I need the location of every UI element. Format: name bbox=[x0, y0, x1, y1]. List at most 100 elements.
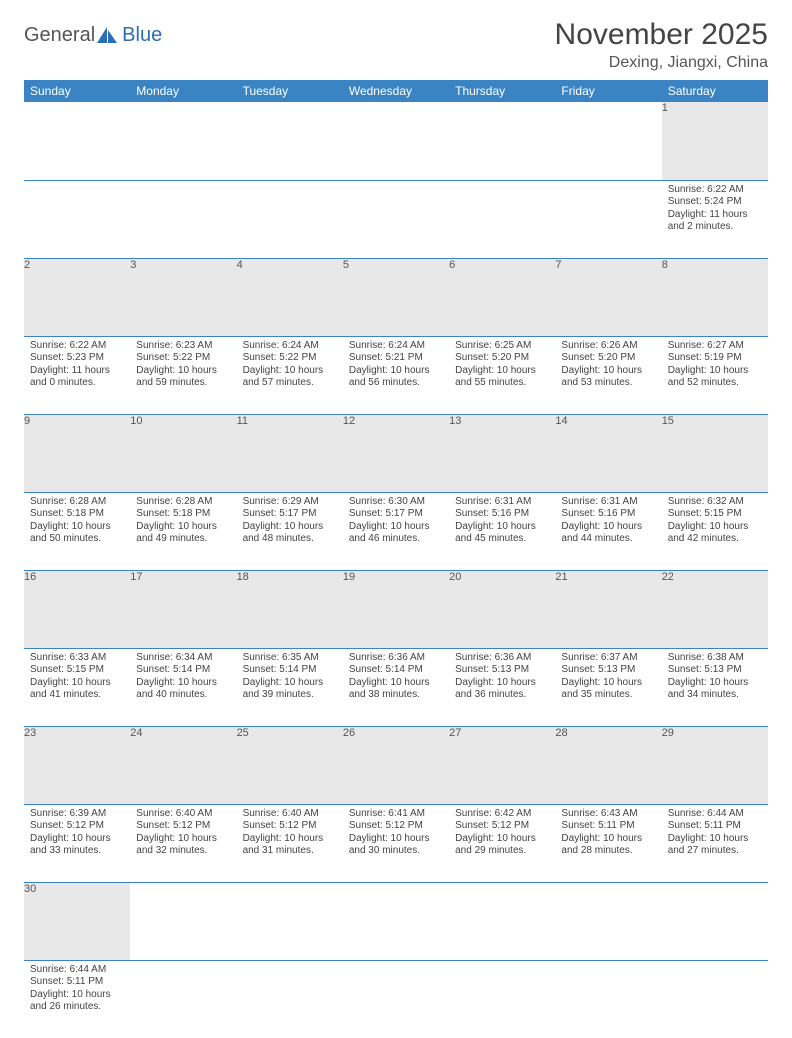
calendar-week-row: Sunrise: 6:33 AMSunset: 5:15 PM Daylight:… bbox=[24, 648, 768, 726]
sunset-line: Sunset: 5:12 PM bbox=[136, 820, 230, 833]
day-details: Sunrise: 6:44 AMSunset: 5:11 PMDaylight:… bbox=[662, 805, 768, 862]
day-details: Sunrise: 6:42 AMSunset: 5:12 PMDaylight:… bbox=[449, 805, 555, 862]
sunset-line: Sunset: 5:14 PM bbox=[136, 664, 230, 677]
daylight-line: Daylight: 10 hours and 38 minutes. bbox=[349, 677, 443, 702]
day-number-cell: 16 bbox=[24, 570, 130, 648]
day-details: Sunrise: 6:40 AMSunset: 5:12 PMDaylight:… bbox=[130, 805, 236, 862]
day-number-cell: 4 bbox=[237, 258, 343, 336]
header: General Blue November 2025 Dexing, Jiang… bbox=[24, 18, 768, 72]
sunrise-line: Sunrise: 6:36 AM bbox=[349, 652, 443, 665]
calendar-day-cell: Sunrise: 6:30 AMSunset: 5:17 PMDaylight:… bbox=[343, 492, 449, 570]
daylight-line: Daylight: 10 hours and 42 minutes. bbox=[668, 521, 762, 546]
day-number-row: 2345678 bbox=[24, 258, 768, 336]
sunrise-line: Sunrise: 6:44 AM bbox=[668, 808, 762, 821]
day-details: Sunrise: 6:33 AMSunset: 5:15 PMDaylight:… bbox=[24, 649, 130, 706]
day-number-cell: 14 bbox=[555, 414, 661, 492]
calendar-day-cell bbox=[449, 180, 555, 258]
day-details: Sunrise: 6:31 AMSunset: 5:16 PMDaylight:… bbox=[449, 493, 555, 550]
sunrise-line: Sunrise: 6:33 AM bbox=[30, 652, 124, 665]
weekday-header: Thursday bbox=[449, 80, 555, 102]
day-number-cell: 8 bbox=[662, 258, 768, 336]
day-number-cell: 25 bbox=[237, 726, 343, 804]
sunset-line: Sunset: 5:19 PM bbox=[668, 352, 762, 365]
weekday-header: Monday bbox=[130, 80, 236, 102]
daylight-line: Daylight: 11 hours and 0 minutes. bbox=[30, 365, 124, 390]
sunrise-line: Sunrise: 6:43 AM bbox=[561, 808, 655, 821]
sunrise-line: Sunrise: 6:40 AM bbox=[243, 808, 337, 821]
calendar-day-cell: Sunrise: 6:22 AMSunset: 5:24 PMDaylight:… bbox=[662, 180, 768, 258]
sunset-line: Sunset: 5:12 PM bbox=[349, 820, 443, 833]
sunset-line: Sunset: 5:20 PM bbox=[561, 352, 655, 365]
calendar-day-cell: Sunrise: 6:36 AMSunset: 5:13 PMDaylight:… bbox=[449, 648, 555, 726]
calendar-day-cell: Sunrise: 6:40 AMSunset: 5:12 PMDaylight:… bbox=[130, 804, 236, 882]
day-details: Sunrise: 6:27 AMSunset: 5:19 PMDaylight:… bbox=[662, 337, 768, 394]
day-details: Sunrise: 6:36 AMSunset: 5:14 PMDaylight:… bbox=[343, 649, 449, 706]
day-number-cell bbox=[449, 102, 555, 180]
calendar-day-cell bbox=[343, 960, 449, 1038]
calendar-day-cell: Sunrise: 6:31 AMSunset: 5:16 PMDaylight:… bbox=[555, 492, 661, 570]
daylight-line: Daylight: 10 hours and 48 minutes. bbox=[243, 521, 337, 546]
daylight-line: Daylight: 10 hours and 34 minutes. bbox=[668, 677, 762, 702]
sunrise-line: Sunrise: 6:22 AM bbox=[668, 184, 762, 197]
sunrise-line: Sunrise: 6:32 AM bbox=[668, 496, 762, 509]
sunset-line: Sunset: 5:15 PM bbox=[30, 664, 124, 677]
sunrise-line: Sunrise: 6:34 AM bbox=[136, 652, 230, 665]
day-number-row: 30 bbox=[24, 882, 768, 960]
daylight-line: Daylight: 11 hours and 2 minutes. bbox=[668, 209, 762, 234]
calendar-week-row: Sunrise: 6:22 AMSunset: 5:23 PMDaylight:… bbox=[24, 336, 768, 414]
sunrise-line: Sunrise: 6:24 AM bbox=[243, 340, 337, 353]
calendar-day-cell: Sunrise: 6:23 AMSunset: 5:22 PMDaylight:… bbox=[130, 336, 236, 414]
day-number-cell: 19 bbox=[343, 570, 449, 648]
location: Dexing, Jiangxi, China bbox=[555, 54, 768, 72]
day-number-cell: 30 bbox=[24, 882, 130, 960]
calendar-table: Sunday Monday Tuesday Wednesday Thursday… bbox=[24, 80, 768, 1038]
calendar-week-row: Sunrise: 6:28 AMSunset: 5:18 PMDaylight:… bbox=[24, 492, 768, 570]
sunset-line: Sunset: 5:14 PM bbox=[243, 664, 337, 677]
sunset-line: Sunset: 5:13 PM bbox=[668, 664, 762, 677]
calendar-day-cell: Sunrise: 6:36 AMSunset: 5:14 PMDaylight:… bbox=[343, 648, 449, 726]
calendar-day-cell: Sunrise: 6:44 AMSunset: 5:11 PMDaylight:… bbox=[24, 960, 130, 1038]
sunset-line: Sunset: 5:17 PM bbox=[349, 508, 443, 521]
day-details: Sunrise: 6:24 AMSunset: 5:21 PMDaylight:… bbox=[343, 337, 449, 394]
daylight-line: Daylight: 10 hours and 29 minutes. bbox=[455, 833, 549, 858]
daylight-line: Daylight: 10 hours and 39 minutes. bbox=[243, 677, 337, 702]
sunrise-line: Sunrise: 6:41 AM bbox=[349, 808, 443, 821]
day-number-cell: 27 bbox=[449, 726, 555, 804]
sunrise-line: Sunrise: 6:25 AM bbox=[455, 340, 549, 353]
day-number-cell: 29 bbox=[662, 726, 768, 804]
calendar-day-cell: Sunrise: 6:32 AMSunset: 5:15 PMDaylight:… bbox=[662, 492, 768, 570]
calendar-day-cell: Sunrise: 6:27 AMSunset: 5:19 PMDaylight:… bbox=[662, 336, 768, 414]
calendar-day-cell: Sunrise: 6:40 AMSunset: 5:12 PMDaylight:… bbox=[237, 804, 343, 882]
day-details: Sunrise: 6:25 AMSunset: 5:20 PMDaylight:… bbox=[449, 337, 555, 394]
calendar-day-cell: Sunrise: 6:28 AMSunset: 5:18 PMDaylight:… bbox=[24, 492, 130, 570]
daylight-line: Daylight: 10 hours and 35 minutes. bbox=[561, 677, 655, 702]
sunset-line: Sunset: 5:24 PM bbox=[668, 196, 762, 209]
calendar-day-cell bbox=[237, 960, 343, 1038]
sunrise-line: Sunrise: 6:40 AM bbox=[136, 808, 230, 821]
sunrise-line: Sunrise: 6:39 AM bbox=[30, 808, 124, 821]
sunset-line: Sunset: 5:18 PM bbox=[136, 508, 230, 521]
day-details: Sunrise: 6:34 AMSunset: 5:14 PMDaylight:… bbox=[130, 649, 236, 706]
day-details: Sunrise: 6:44 AMSunset: 5:11 PMDaylight:… bbox=[24, 961, 130, 1018]
day-number-cell: 2 bbox=[24, 258, 130, 336]
daylight-line: Daylight: 10 hours and 52 minutes. bbox=[668, 365, 762, 390]
sunset-line: Sunset: 5:14 PM bbox=[349, 664, 443, 677]
calendar-day-cell: Sunrise: 6:22 AMSunset: 5:23 PMDaylight:… bbox=[24, 336, 130, 414]
sunset-line: Sunset: 5:16 PM bbox=[455, 508, 549, 521]
day-details: Sunrise: 6:35 AMSunset: 5:14 PMDaylight:… bbox=[237, 649, 343, 706]
sunset-line: Sunset: 5:12 PM bbox=[455, 820, 549, 833]
sunset-line: Sunset: 5:11 PM bbox=[668, 820, 762, 833]
day-number-cell: 22 bbox=[662, 570, 768, 648]
day-details: Sunrise: 6:40 AMSunset: 5:12 PMDaylight:… bbox=[237, 805, 343, 862]
logo-text-blue: Blue bbox=[122, 24, 162, 47]
weekday-header: Wednesday bbox=[343, 80, 449, 102]
sunset-line: Sunset: 5:17 PM bbox=[243, 508, 337, 521]
daylight-line: Daylight: 10 hours and 59 minutes. bbox=[136, 365, 230, 390]
day-number-row: 16171819202122 bbox=[24, 570, 768, 648]
calendar-day-cell bbox=[555, 960, 661, 1038]
day-number-cell bbox=[237, 102, 343, 180]
daylight-line: Daylight: 10 hours and 31 minutes. bbox=[243, 833, 337, 858]
daylight-line: Daylight: 10 hours and 40 minutes. bbox=[136, 677, 230, 702]
day-details: Sunrise: 6:28 AMSunset: 5:18 PMDaylight:… bbox=[24, 493, 130, 550]
day-details: Sunrise: 6:32 AMSunset: 5:15 PMDaylight:… bbox=[662, 493, 768, 550]
